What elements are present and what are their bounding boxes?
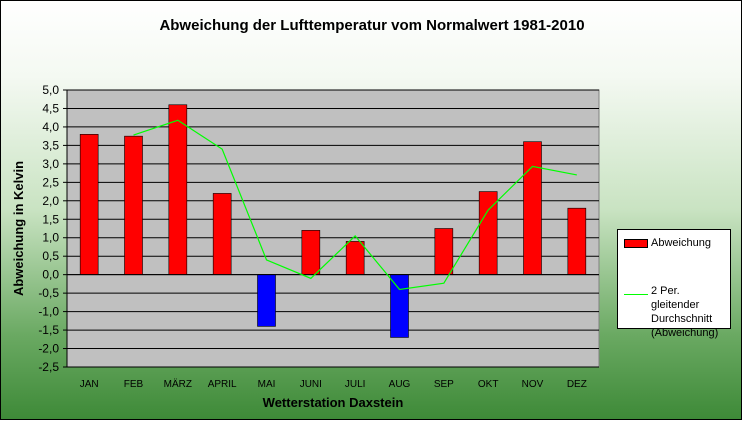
x-tick-label: AUG	[389, 379, 411, 390]
y-tick-label: -2,5	[38, 360, 59, 374]
y-tick-label: -0,5	[38, 286, 59, 300]
bar	[301, 230, 321, 275]
x-tick-label: APRIL	[208, 379, 237, 390]
chart-title: Abweichung der Lufttemperatur vom Normal…	[159, 17, 585, 34]
bar	[390, 274, 409, 338]
legend-label-line: 2 Per. gleitender Durchschnitt (Abweichu…	[651, 285, 719, 339]
x-tick-label: JUNI	[300, 379, 322, 390]
y-tick-label: 0,0	[42, 268, 59, 282]
y-tick-label: 0,5	[42, 249, 59, 263]
legend-item-line: 2 Per. gleitender Durchschnitt (Abweichu…	[624, 284, 729, 340]
y-axis-title: Abweichung in Kelvin	[11, 161, 26, 296]
y-tick-label: 5,0	[42, 83, 59, 97]
y-tick-label: 3,5	[42, 138, 59, 152]
legend-item-bar: Abweichung	[624, 236, 711, 250]
x-tick-label: FEB	[124, 379, 144, 390]
plot-area	[66, 89, 600, 368]
x-axis-title: Wetterstation Daxstein	[263, 395, 404, 410]
moving-average-line	[133, 119, 577, 291]
x-tick-label: MAI	[258, 379, 276, 390]
bar	[168, 104, 188, 275]
bar	[567, 207, 587, 275]
legend: Abweichung 2 Per. gleitender Durchschnit…	[617, 229, 731, 339]
bar	[79, 134, 99, 275]
y-tick-label: 1,5	[42, 212, 59, 226]
y-tick-label: -1,5	[38, 323, 59, 337]
x-tick-label: NOV	[522, 379, 544, 390]
y-tick-label: -1,0	[38, 305, 59, 319]
y-tick-label: 4,5	[42, 101, 59, 115]
legend-label-bar: Abweichung	[651, 237, 711, 249]
legend-swatch-line	[624, 294, 648, 296]
legend-swatch-bar	[624, 238, 648, 248]
y-tick-label: 3,0	[42, 157, 59, 171]
y-tick-label: 1,0	[42, 231, 59, 245]
bar	[345, 241, 365, 275]
bar	[124, 135, 143, 275]
x-tick-label: SEP	[434, 379, 454, 390]
bar	[434, 228, 454, 275]
y-tick-label: 2,0	[42, 194, 59, 208]
bar	[212, 193, 232, 275]
y-tick-label: -2,0	[38, 342, 59, 356]
x-tick-label: OKT	[478, 379, 499, 390]
x-tick-label: JULI	[345, 379, 366, 390]
x-tick-label: JAN	[80, 379, 99, 390]
bar	[257, 274, 276, 327]
y-tick-label: 4,0	[42, 120, 59, 134]
y-tick-label: 2,5	[42, 175, 59, 189]
x-tick-label: DEZ	[567, 379, 587, 390]
bar	[523, 141, 542, 275]
x-tick-label: MÄRZ	[164, 378, 192, 390]
